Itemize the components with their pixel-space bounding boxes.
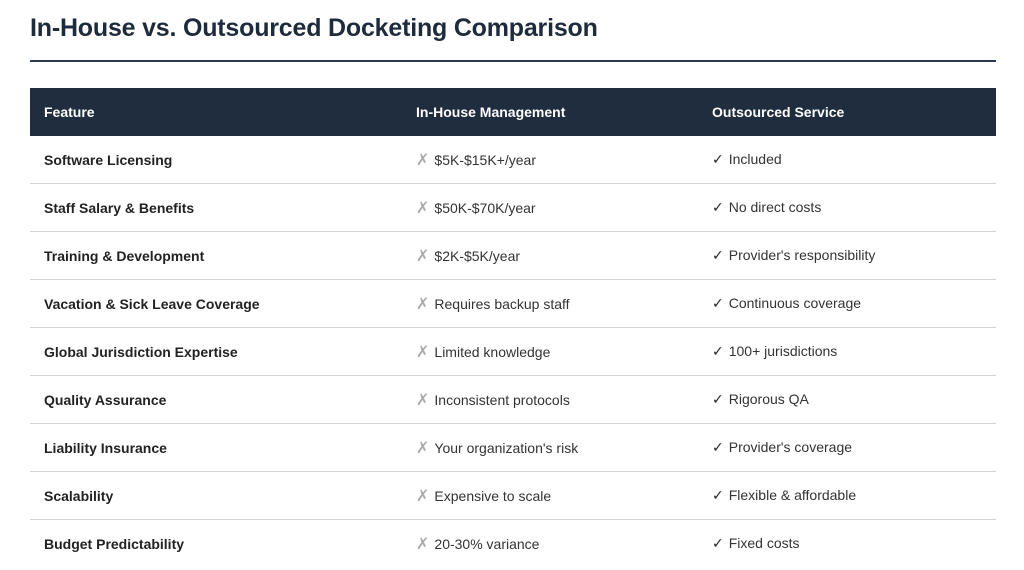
in-house-value: Requires backup staff <box>434 295 570 312</box>
feature-cell: Software Licensing <box>30 136 402 184</box>
in-house-cell: ✗ Your organization's risk <box>402 423 698 472</box>
table-row: Vacation & Sick Leave Coverage ✗ Requires … <box>30 279 996 328</box>
feature-cell: Staff Salary & Benefits <box>30 183 402 232</box>
check-mark-icon: ✓ <box>712 247 724 263</box>
table-row: Software Licensing ✗ $5K-$15K+/year ✓ Includ… <box>30 136 996 184</box>
outsourced-value: Included <box>728 151 782 167</box>
feature-cell: Global Jurisdiction Expertise <box>30 327 402 376</box>
table-header: Feature In-House Management Outsourced S… <box>30 88 996 136</box>
in-house-cell: ✗ $50K-$70K/year <box>402 183 698 232</box>
check-mark-icon: ✓ <box>712 295 724 311</box>
table-row: Scalability ✗ Expensive to scale ✓ Flexible … <box>30 471 996 520</box>
outsourced-cell: ✓ 100+ jurisdictions <box>698 327 996 376</box>
feature-cell: Quality Assurance <box>30 375 402 424</box>
x-mark-icon: ✗ <box>416 199 430 217</box>
outsourced-value: No direct costs <box>728 199 822 215</box>
page-title: In-House vs. Outsourced Docketing Compar… <box>30 14 598 42</box>
in-house-cell: ✗ Limited knowledge <box>402 327 698 376</box>
in-house-value: $50K-$70K/year <box>434 199 536 216</box>
feature-cell: Training & Development <box>30 231 402 280</box>
column-header-in-house: In-House Management <box>402 88 698 136</box>
outsourced-value: Rigorous QA <box>728 391 809 407</box>
in-house-cell: ✗ Expensive to scale <box>402 471 698 520</box>
column-header-feature: Feature <box>30 88 402 136</box>
outsourced-cell: ✓ Fixed costs <box>698 520 996 568</box>
outsourced-value: Fixed costs <box>728 535 800 551</box>
check-mark-icon: ✓ <box>712 199 724 215</box>
check-mark-icon: ✓ <box>712 151 724 167</box>
x-mark-icon: ✗ <box>416 535 430 553</box>
table-row: Staff Salary & Benefits ✗ $50K-$70K/year ✓ N… <box>30 183 996 232</box>
table-row: Quality Assurance ✗ Inconsistent protocols… <box>30 375 996 424</box>
x-mark-icon: ✗ <box>416 247 430 265</box>
check-mark-icon: ✓ <box>712 391 724 407</box>
outsourced-value: Continuous coverage <box>728 295 862 311</box>
outsourced-value: 100+ jurisdictions <box>728 343 838 359</box>
in-house-cell: ✗ Inconsistent protocols <box>402 375 698 424</box>
check-mark-icon: ✓ <box>712 439 724 455</box>
x-mark-icon: ✗ <box>416 343 430 361</box>
x-mark-icon: ✗ <box>416 487 430 505</box>
feature-cell: Budget Predictability <box>44 535 185 552</box>
column-header-outsourced: Outsourced Service <box>698 88 996 136</box>
outsourced-cell: ✓ Provider's responsibility <box>698 231 996 280</box>
feature-cell: Vacation & Sick Leave Coverage <box>30 279 402 328</box>
feature-cell: Scalability <box>30 471 402 520</box>
outsourced-cell: ✓ Flexible & affordable <box>698 471 996 520</box>
x-mark-icon: ✗ <box>416 295 430 313</box>
x-mark-icon: ✗ <box>416 151 430 169</box>
comparison-table: Feature In-House Management Outsourced S… <box>30 88 996 567</box>
outsourced-cell: ✓ Continuous coverage <box>698 279 996 328</box>
table-row: Training & Development ✗ $2K-$5K/year ✓ Prov… <box>30 231 996 280</box>
in-house-cell: ✗ $5K-$15K+/year <box>402 136 698 184</box>
outsourced-value: Flexible & affordable <box>728 487 857 503</box>
in-house-value: 20-30% variance <box>434 535 540 552</box>
check-mark-icon: ✓ <box>712 535 724 551</box>
in-house-cell: ✗ Requires backup staff <box>402 279 698 328</box>
in-house-value: Inconsistent protocols <box>434 391 570 408</box>
in-house-cell: ✗ 20-30% variance <box>402 520 698 568</box>
x-mark-icon: ✗ <box>416 439 430 457</box>
check-mark-icon: ✓ <box>712 343 724 359</box>
in-house-value: $5K-$15K+/year <box>434 151 536 168</box>
table-row: Liability Insurance ✗ Your organization's … <box>30 423 996 472</box>
outsourced-cell: ✓ No direct costs <box>698 183 996 232</box>
in-house-cell: ✗ $2K-$5K/year <box>402 231 698 280</box>
outsourced-cell: ✓ Provider's coverage <box>698 423 996 472</box>
outsourced-cell: ✓ Rigorous QA <box>698 375 996 424</box>
table-row: Budget Predictability ✗ 20-30% variance ✓ Fi… <box>30 520 996 568</box>
outsourced-value: Provider's responsibility <box>728 247 876 263</box>
feature-cell: Liability Insurance <box>30 423 402 472</box>
table-row: Global Jurisdiction Expertise ✗ Limited kn… <box>30 327 996 376</box>
check-mark-icon: ✓ <box>712 487 724 503</box>
in-house-value: Expensive to scale <box>434 487 552 504</box>
outsourced-value: Provider's coverage <box>728 439 853 455</box>
x-mark-icon: ✗ <box>416 391 430 409</box>
outsourced-cell: ✓ Included <box>698 136 996 184</box>
in-house-value: Limited knowledge <box>434 343 551 360</box>
in-house-value: Your organization's risk <box>434 439 579 456</box>
in-house-value: $2K-$5K/year <box>434 247 521 264</box>
title-divider <box>30 60 996 62</box>
